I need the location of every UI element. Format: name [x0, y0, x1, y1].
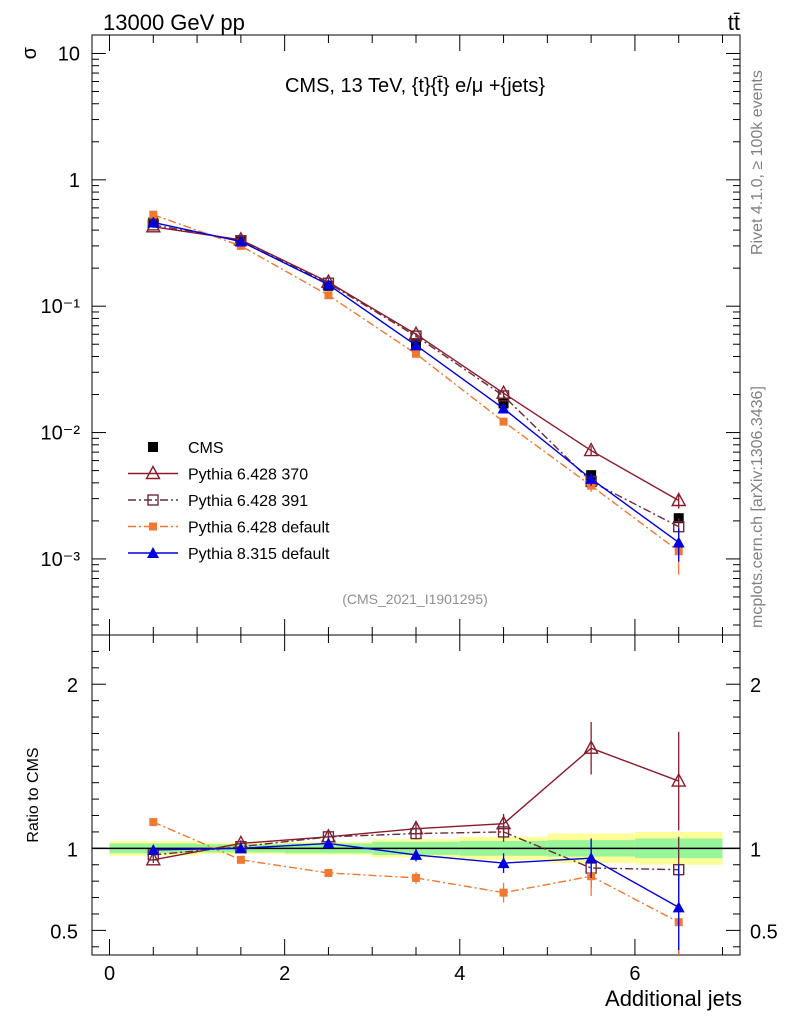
ratio-data-point: [585, 852, 598, 864]
main-data-point: [408, 325, 424, 340]
legend-marker: [147, 494, 159, 506]
main-y-label: σ: [19, 46, 41, 59]
mcplots-label: mcplots.cern.ch [arXiv:1306.3436]: [749, 386, 766, 628]
legend-label: Pythia 6.428 default: [188, 520, 330, 537]
main-data-point: [497, 402, 510, 414]
ratio-frame: [91, 634, 741, 956]
ratio-series-3: [147, 837, 685, 951]
main-panel: CMS, 13 TeV, {t}{t̄} e/μ +{jets} σ (CMS_…: [19, 34, 741, 636]
ratio-data-point: [234, 842, 247, 854]
legend-marker: [147, 547, 159, 558]
ratio-data-point: [671, 772, 687, 787]
main-data-point: [149, 210, 158, 219]
main-y-tick-label: 1: [69, 170, 80, 192]
ratio-data-point: [322, 837, 335, 849]
ratio-data-point: [412, 873, 420, 882]
ratio-y-tick-label-right: 2: [750, 675, 761, 697]
ratio-series-layer: [145, 721, 687, 955]
ratio-data-point: [147, 843, 160, 855]
main-data-point: [499, 417, 508, 426]
legend-marker: [148, 442, 158, 452]
ratio-y-tick-label: 0.5: [50, 921, 78, 943]
legend-marker: [149, 522, 157, 531]
legend: CMS Pythia 6.428 370 Pythia 6.428 391 Pythi…: [128, 440, 330, 563]
analysis-watermark: (CMS_2021_I1901295): [342, 591, 488, 607]
ratio-y-tick-label-right: 0.5: [750, 921, 778, 943]
main-series-layer: [145, 210, 687, 575]
main-data-point: [147, 216, 160, 228]
main-data-point: [671, 492, 687, 507]
ratio-data-point: [324, 868, 333, 877]
legend-label: Pythia 6.428 370: [188, 467, 308, 484]
legend-label: Pythia 6.428 391: [188, 493, 308, 510]
ratio-data-point: [145, 851, 161, 866]
main-data-point: [585, 472, 598, 484]
main-y-tick-label: 10⁻²: [41, 423, 81, 445]
main-series-4: [147, 216, 685, 562]
ratio-data-point: [583, 739, 599, 754]
legend-entry: Pythia 6.428 391: [128, 493, 308, 510]
x-tick-label: 2: [279, 963, 290, 985]
main-data-point: [410, 339, 422, 351]
ratio-y-tick-label: 1: [67, 839, 78, 861]
ratio-y-axis: 0.5 0.5 1 1 2 2: [50, 650, 778, 948]
legend-entry: Pythia 6.428 default: [128, 520, 330, 537]
ratio-data-point: [410, 827, 422, 840]
ratio-data-point: [499, 888, 508, 897]
main-y-tick-label: 10⁻³: [41, 549, 81, 571]
header-left-label: 13000 GeV pp: [103, 10, 245, 35]
legend-label: CMS: [188, 440, 224, 457]
main-data-point: [583, 442, 599, 457]
ratio-data-point: [497, 826, 510, 838]
x-axis-label: Additional jets: [605, 986, 742, 1011]
main-data-point: [322, 278, 335, 290]
legend-entry: CMS: [148, 440, 224, 457]
main-data-point: [324, 291, 333, 300]
ratio-data-point: [672, 901, 685, 913]
ratio-data-point: [410, 848, 422, 860]
ratio-y-tick-label: 2: [67, 675, 78, 697]
main-data-point: [412, 349, 420, 358]
x-tick-label: 6: [629, 963, 640, 985]
main-data-point: [497, 390, 510, 402]
x-tick-label: 0: [104, 963, 115, 985]
main-y-tick-label: 10⁻¹: [41, 296, 81, 318]
ratio-data-point: [236, 855, 245, 864]
ratio-y-label: Ratio to CMS: [25, 747, 42, 842]
legend-entry: Pythia 8.315 default: [128, 546, 330, 563]
main-data-point: [234, 235, 247, 247]
main-title: CMS, 13 TeV, {t}{t̄} e/μ +{jets}: [285, 75, 545, 97]
main-series-1: [145, 218, 687, 509]
rivet-label: Rivet 4.1.0, ≥ 100k events: [749, 70, 766, 255]
main-series-2: [147, 219, 685, 537]
legend-label: Pythia 8.315 default: [188, 546, 330, 563]
main-x-ticks: [109, 35, 723, 635]
x-tick-label: 4: [454, 963, 465, 985]
ratio-y-tick-label-right: 1: [750, 839, 761, 861]
main-data-point: [672, 536, 685, 548]
ratio-data-point: [149, 818, 158, 827]
legend-entry: Pythia 6.428 370: [128, 465, 308, 484]
ratio-x-axis: 0 2 4 6: [104, 635, 723, 985]
main-series-line: [153, 226, 680, 502]
main-y-axis: 10⁻³ 10⁻² 10⁻¹ 1 10: [41, 43, 740, 626]
legend-marker: [145, 465, 161, 480]
main-y-tick-label: 10: [58, 43, 80, 65]
ratio-data-point: [497, 857, 510, 869]
header-right-label: tt̄: [728, 10, 740, 35]
ratio-panel: 0.5 0.5 1 1 2 2 0 2 4 6 Ratio to CMS Additional …: [25, 634, 778, 1011]
